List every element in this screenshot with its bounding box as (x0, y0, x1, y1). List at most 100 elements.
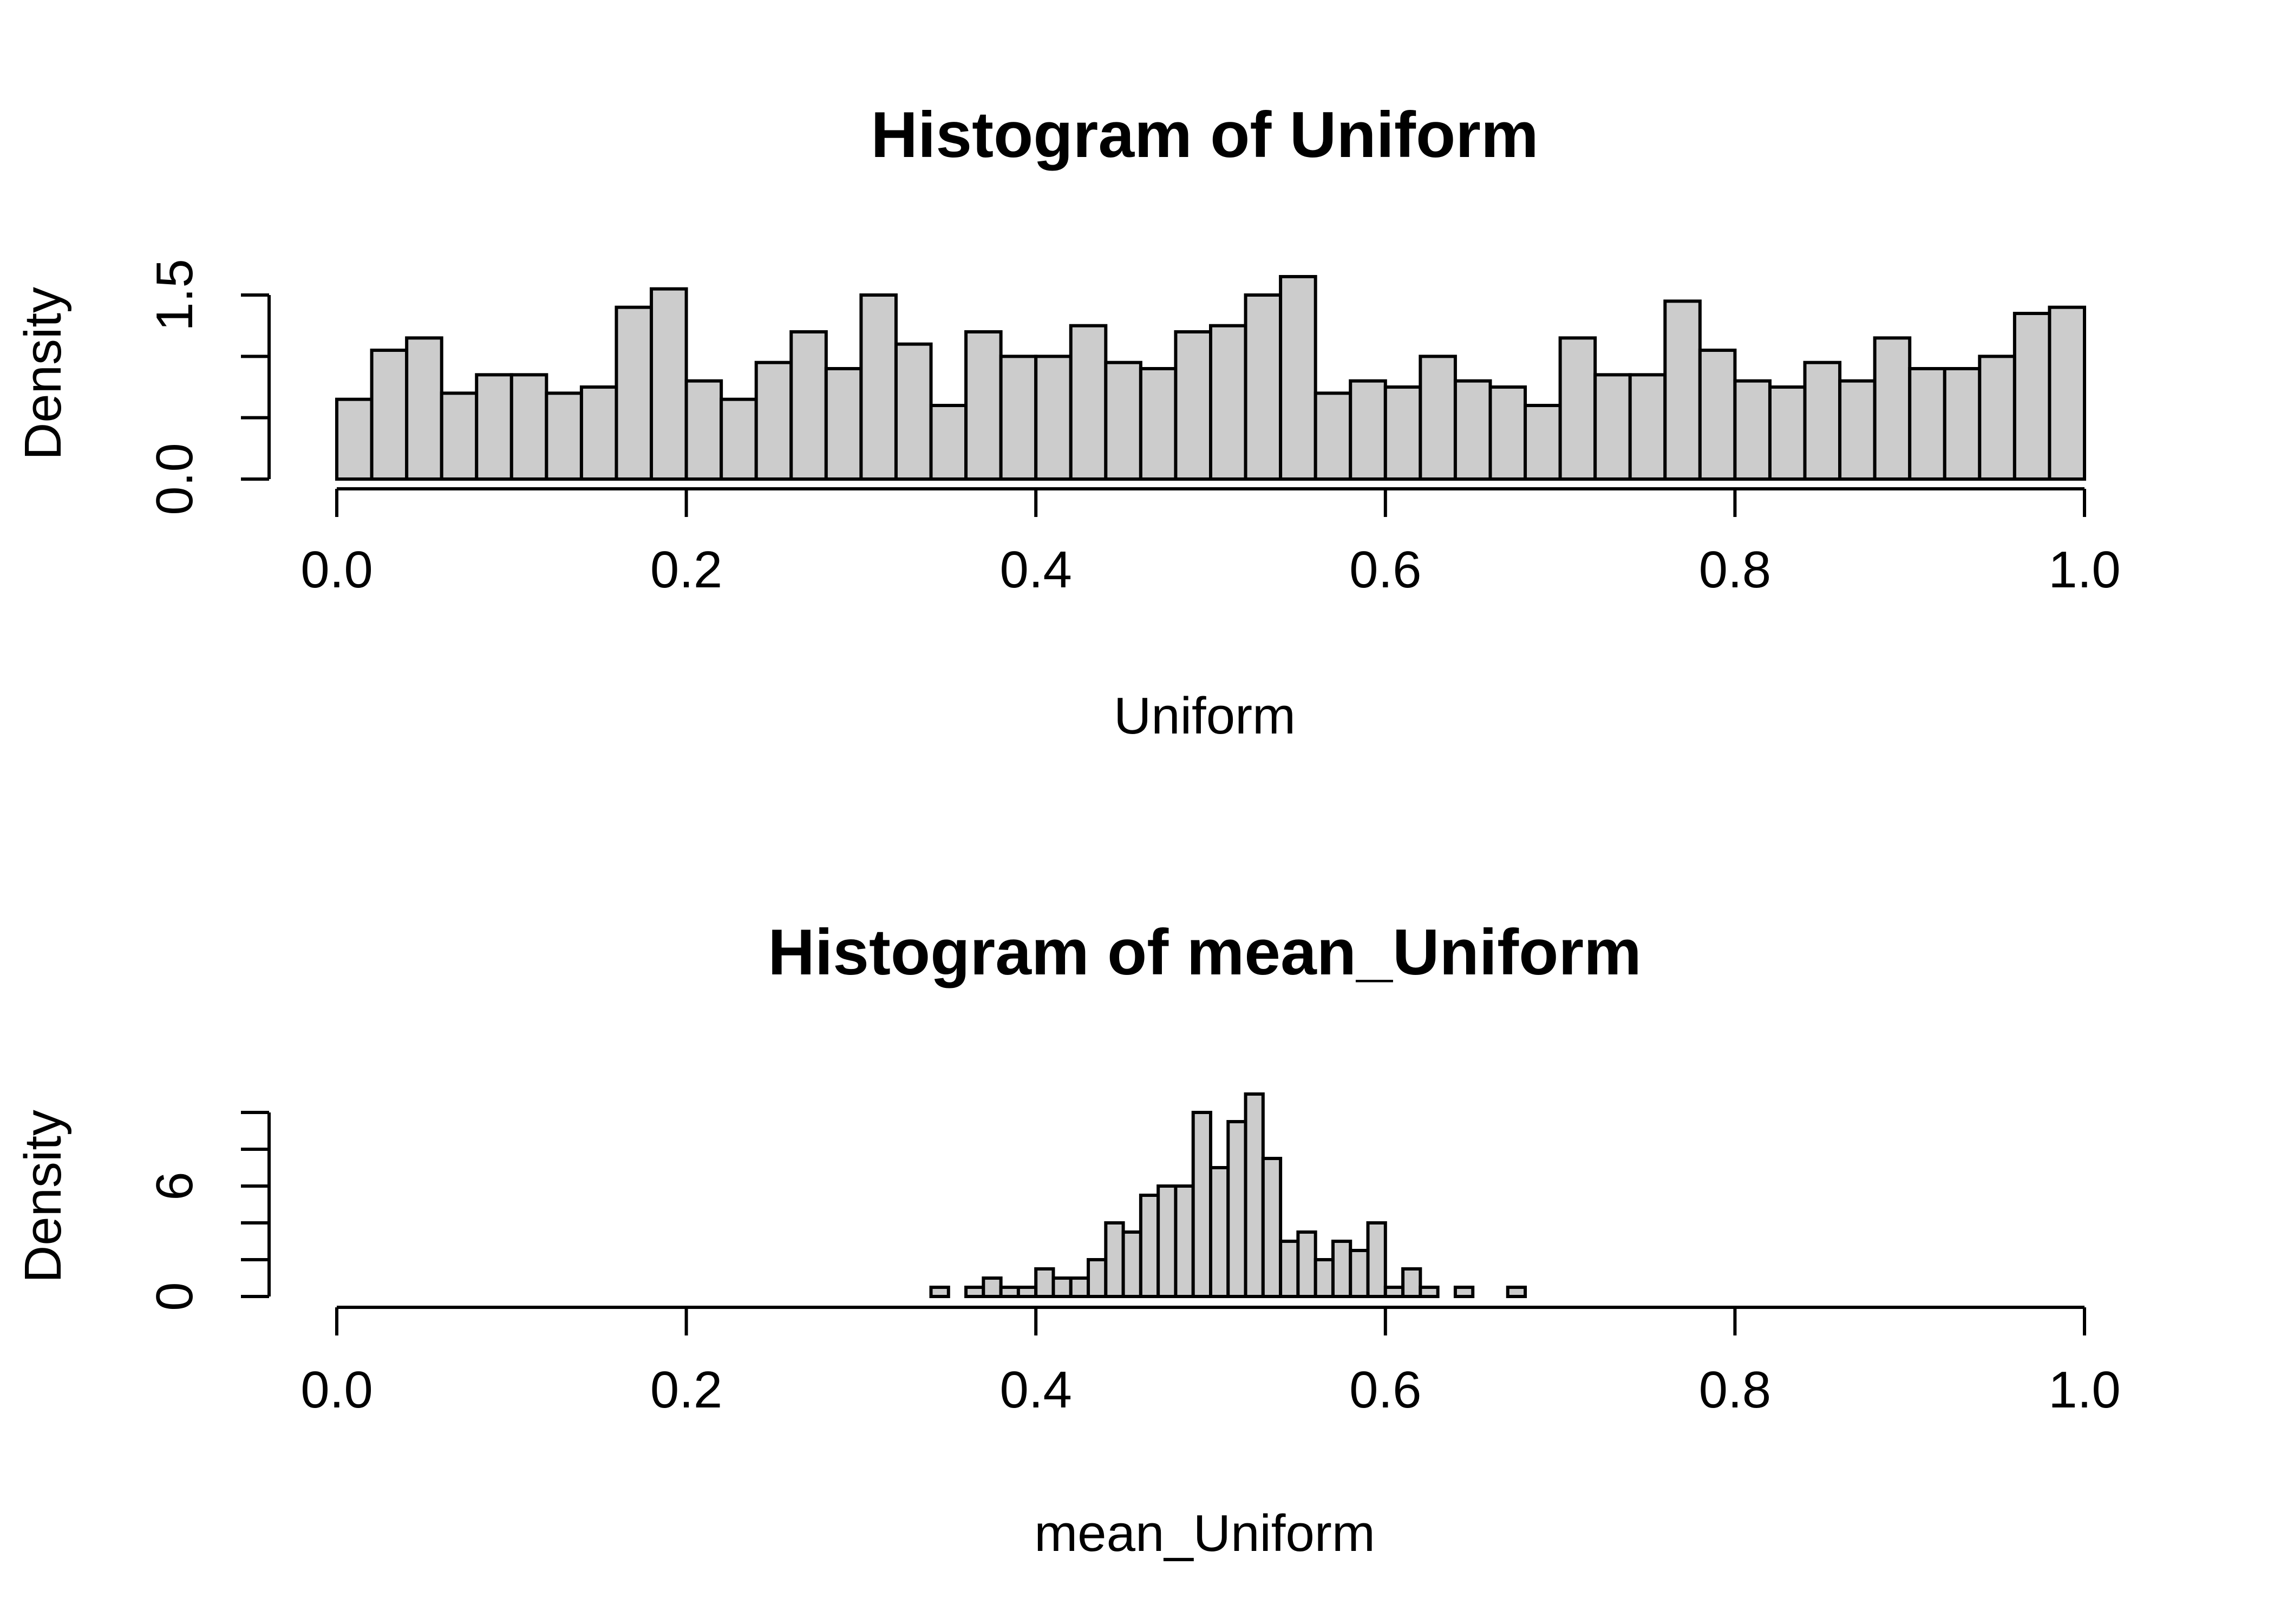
histogram-bar (684, 379, 723, 481)
histogram-bar (999, 1286, 1020, 1298)
histogram-bar (579, 385, 618, 481)
histogram-bar (1733, 379, 1772, 481)
x-axis-label: mean_Uniform (1034, 1504, 1375, 1562)
histogram-bar (1401, 1267, 1422, 1298)
histogram-bar (1209, 324, 1247, 481)
histogram-bar (789, 330, 828, 481)
histogram-bar (1261, 1157, 1283, 1298)
x-axis-label: Uniform (1114, 687, 1296, 745)
histogram-bar (1034, 355, 1073, 481)
y-tick-label: 6 (146, 1171, 204, 1200)
y-tick-label: 0.0 (146, 443, 204, 515)
histogram-bar (1488, 385, 1527, 481)
chart-title: Histogram of mean_Uniform (768, 916, 1642, 988)
histogram-uniform-panel: Histogram of Uniform Uniform Density 0.0… (14, 99, 2121, 745)
histogram-bar (1558, 336, 1597, 481)
histogram-bar (1226, 1120, 1247, 1298)
histogram-bar (1209, 1166, 1230, 1298)
histogram-bar (1331, 1240, 1352, 1298)
histogram-bar (1943, 367, 1982, 481)
x-tick-label: 0.6 (1349, 541, 1421, 599)
x-tick-label: 0.8 (1699, 541, 1771, 599)
histogram-bar (405, 336, 443, 481)
histogram-bar (1104, 1221, 1125, 1298)
x-tick-label: 0.0 (300, 541, 373, 599)
histogram-bar (929, 404, 968, 481)
histogram-bar (475, 373, 513, 481)
histogram-bar (1244, 1092, 1265, 1298)
histogram-bar (964, 1286, 985, 1298)
y-axis: 0.0 1.5 (146, 259, 271, 515)
histogram-bar (509, 373, 548, 481)
histogram-bar (894, 342, 933, 481)
histogram-bar (1628, 373, 1667, 481)
histogram-bar (1016, 1286, 1038, 1298)
histogram-bar (1139, 367, 1178, 481)
chart-title: Histogram of Uniform (871, 99, 1538, 171)
histogram-bar (1383, 385, 1422, 481)
histogram-bar (1034, 1267, 1055, 1298)
x-tick-label: 0.2 (650, 541, 722, 599)
histogram-bar (1873, 336, 1912, 481)
histogram-bar (1087, 1258, 1108, 1298)
histogram-bar (1453, 1286, 1475, 1298)
histogram-bar (1453, 379, 1492, 481)
bars (929, 1092, 1527, 1298)
histogram-bar (1174, 1184, 1195, 1298)
x-tick-label: 0.2 (650, 1361, 722, 1419)
histogram-bar (1104, 361, 1142, 481)
histogram-bar (754, 361, 793, 481)
histogram-bar (1838, 379, 1877, 481)
histogram-bar (1051, 1276, 1073, 1298)
histogram-bar (1803, 361, 1842, 481)
histogram-bar (1593, 373, 1632, 481)
x-tick-label: 0.8 (1699, 1361, 1771, 1419)
histogram-bar (720, 397, 758, 481)
histogram-mean-uniform-panel: Histogram of mean_Uniform mean_Uniform D… (14, 916, 2121, 1562)
x-axis: 0.0 0.2 0.4 0.6 0.8 1.0 (300, 1306, 2121, 1419)
histogram-bar (440, 391, 479, 481)
histogram-bar (982, 1276, 1003, 1298)
x-tick-label: 1.0 (2048, 1361, 2120, 1419)
histogram-bar (1768, 385, 1807, 481)
histogram-bar (1349, 1249, 1370, 1298)
histogram-bar (370, 349, 409, 481)
histogram-bar (999, 355, 1038, 481)
histogram-bar (1139, 1194, 1160, 1298)
histogram-bar (1296, 1230, 1317, 1298)
histogram-bar (1908, 367, 1946, 481)
histogram-bar (1314, 1258, 1335, 1298)
histogram-bar (1524, 404, 1562, 481)
histogram-bar (650, 287, 688, 481)
histogram-bar (1069, 1276, 1090, 1298)
y-tick-label: 0 (146, 1282, 204, 1311)
x-tick-label: 1.0 (2048, 541, 2120, 599)
histogram-bar (2012, 312, 2051, 481)
x-tick-label: 0.4 (999, 541, 1071, 599)
y-axis-label: Density (14, 287, 72, 460)
y-tick-label: 1.5 (146, 259, 204, 331)
y-axis-label: Density (14, 1110, 72, 1283)
x-axis: 0.0 0.2 0.4 0.6 0.8 1.0 (300, 487, 2121, 599)
histogram-bar (545, 391, 583, 481)
x-tick-label: 0.6 (1349, 1361, 1421, 1419)
histogram-bar (2048, 305, 2086, 481)
histogram-bar (1244, 293, 1283, 481)
histogram-bar (1279, 1240, 1300, 1298)
x-tick-label: 0.0 (300, 1361, 373, 1419)
histogram-bar (1191, 1111, 1212, 1298)
y-axis: 06 (146, 1111, 271, 1311)
histogram-bar (335, 397, 374, 481)
histogram-bar (929, 1286, 950, 1298)
bars (335, 275, 2086, 481)
histogram-bar (1121, 1230, 1142, 1298)
histogram-bar (859, 293, 898, 481)
histogram-bar (1698, 349, 1737, 481)
histogram-bar (964, 330, 1003, 481)
histogram-bar (1663, 299, 1702, 481)
histogram-bar (1366, 1221, 1387, 1298)
histogram-bar (1349, 379, 1387, 481)
histogram-bar (1156, 1184, 1178, 1298)
histogram-bar (615, 305, 654, 481)
